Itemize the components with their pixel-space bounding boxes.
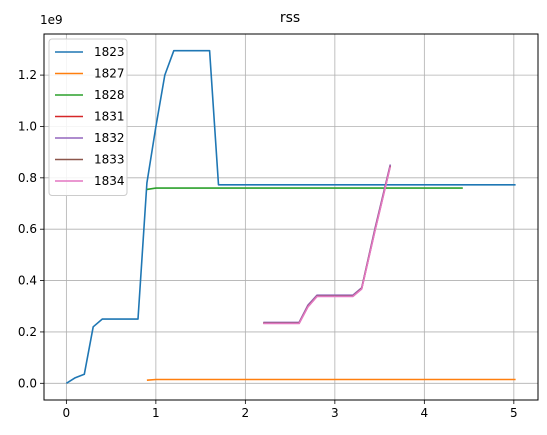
legend-entry-label: 1827 <box>94 67 125 81</box>
y-tick-label: 0.6 <box>18 222 37 236</box>
grid-lines <box>44 34 538 400</box>
series-line-1823 <box>65 49 516 384</box>
x-tick-label: 1 <box>152 406 160 420</box>
y-tick-label: 1.2 <box>18 68 37 82</box>
x-axis: 0 1 2 3 4 5 <box>63 400 518 420</box>
x-tick-label: 3 <box>331 406 339 420</box>
y-offset-label: 1e9 <box>40 13 63 27</box>
x-tick-label: 0 <box>63 406 71 420</box>
series-line-1828 <box>146 187 463 191</box>
y-tick-label: 0.2 <box>18 325 37 339</box>
legend-entry-label: 1832 <box>94 131 125 145</box>
series-line-1827 <box>146 378 516 381</box>
series-lines <box>65 49 516 384</box>
y-tick-label: 0.8 <box>18 171 37 185</box>
y-tick-label: 0.4 <box>18 274 37 288</box>
legend-box <box>48 38 128 196</box>
legend: 1823 1827 1828 1831 1832 1833 1834 <box>48 38 128 196</box>
chart-title: rss <box>280 10 300 26</box>
x-tick-label: 5 <box>510 406 518 420</box>
series-line-1834 <box>263 166 392 325</box>
plot-area-frame <box>43 33 539 401</box>
y-axis: 0.0 0.2 0.4 0.6 0.8 1.0 1.2 <box>18 68 44 390</box>
x-tick-label: 2 <box>242 406 250 420</box>
y-tick-label: 1.0 <box>18 119 37 133</box>
legend-entry-label: 1833 <box>94 153 125 167</box>
legend-entry-label: 1828 <box>94 88 125 102</box>
y-tick-label: 0.0 <box>18 376 37 390</box>
legend-entry-label: 1834 <box>94 174 125 188</box>
x-tick-label: 4 <box>421 406 429 420</box>
legend-entry-label: 1831 <box>94 110 125 124</box>
legend-entry-label: 1823 <box>94 45 125 59</box>
